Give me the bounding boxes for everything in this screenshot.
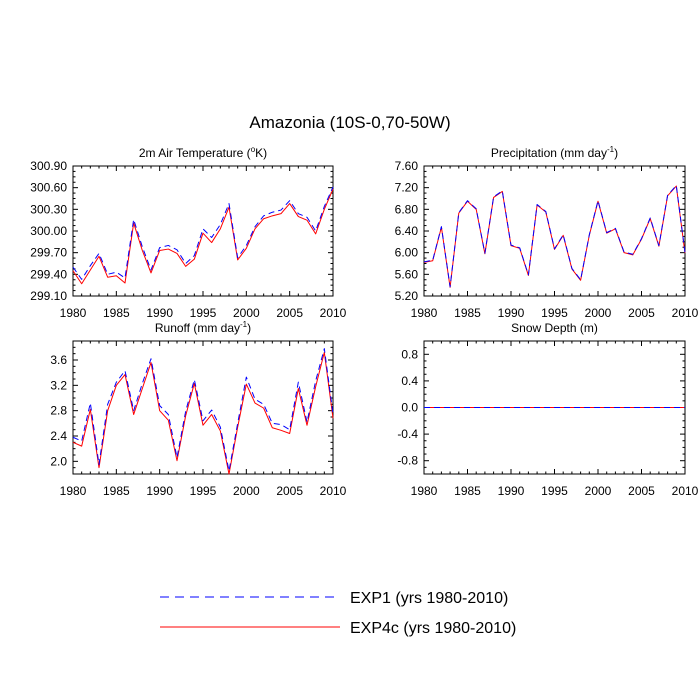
- precipitation-frame: [423, 165, 686, 297]
- air-temperature-series-exp1: [72, 186, 334, 280]
- precipitation-ytick-label: 6.00: [395, 246, 419, 260]
- precipitation-ytick-label: 5.60: [395, 267, 419, 281]
- snow-depth-ytick-label: 0.0: [401, 401, 418, 415]
- precipitation-series-exp4c: [423, 185, 686, 288]
- precipitation-xtick-label: 2000: [585, 306, 612, 320]
- air-temperature-xtick-label: 2000: [233, 306, 260, 320]
- precipitation-ytick-label: 6.40: [395, 224, 419, 238]
- air-temperature-ytick-label: 299.70: [30, 246, 67, 260]
- air-temperature-xtick-label: 1985: [103, 306, 130, 320]
- runoff-title-end: ): [247, 321, 251, 335]
- snow-depth-xtick-label: 1995: [541, 484, 568, 498]
- precipitation-xtick-label: 1990: [498, 306, 525, 320]
- runoff-title-sup: -1: [240, 320, 248, 329]
- snow-depth-title: Snow Depth (m): [511, 321, 598, 335]
- panel-precipitation: Precipitation (mm day-1) 1980 1985 1990 1995…: [395, 145, 699, 320]
- precipitation-title: Precipitation (mm day-1): [491, 145, 618, 160]
- air-temperature-ytick-label: 299.40: [30, 267, 67, 281]
- panel-air-temperature: 2m Air Temperature (oK) 1980 1985 1990 1995 2…: [30, 145, 346, 320]
- precipitation-xtick-label: 2005: [628, 306, 655, 320]
- runoff-xtick-label: 1980: [60, 484, 87, 498]
- air-temperature-xtick-label: 1980: [60, 306, 87, 320]
- runoff-ytick-label: 3.2: [50, 378, 67, 392]
- air-temperature-ytick-label: 300.30: [30, 202, 67, 216]
- runoff-title: Runoff (mm day-1): [155, 320, 251, 335]
- snow-depth-xtick-label: 2010: [672, 484, 699, 498]
- runoff-ytick-label: 3.6: [50, 353, 67, 367]
- snow-depth-xtick-label: 2000: [585, 484, 612, 498]
- snow-depth-ytick-label: 0.4: [401, 374, 418, 388]
- runoff-ytick-label: 2.8: [50, 404, 67, 418]
- precipitation-title-main: Precipitation (mm day: [491, 146, 607, 160]
- runoff-xtick-label: 2000: [233, 484, 260, 498]
- air-temperature-xtick-label: 1990: [146, 306, 173, 320]
- runoff-title-main: Runoff (mm day: [155, 321, 240, 335]
- air-temperature-ytick-label: 300.00: [30, 224, 67, 238]
- precipitation-title-end: ): [614, 146, 618, 160]
- runoff-frame: [72, 340, 334, 475]
- air-temperature-title-main: 2m Air Temperature (: [139, 146, 251, 160]
- precipitation-ytick-label: 7.60: [395, 159, 419, 173]
- snow-depth-ytick-label: -0.4: [397, 427, 418, 441]
- runoff-series-exp1: [72, 348, 334, 472]
- air-temperature-xtick-label: 2010: [320, 306, 347, 320]
- figure-title: Amazonia (10S-0,70-50W): [249, 113, 450, 132]
- runoff-xtick-label: 2010: [320, 484, 347, 498]
- air-temperature-series-exp4c: [72, 188, 334, 285]
- runoff-xtick-label: 1985: [103, 484, 130, 498]
- precipitation-series-exp1: [423, 185, 686, 288]
- snow-depth-title-main: Snow Depth (m): [511, 321, 598, 335]
- air-temperature-ytick-label: 299.10: [30, 289, 67, 303]
- panel-runoff: Runoff (mm day-1) 1980 1985 1990 1995 2000 200…: [50, 320, 346, 498]
- precipitation-title-sup: -1: [607, 145, 615, 154]
- legend: EXP1 (yrs 1980-2010) EXP4c (yrs 1980-201…: [160, 590, 516, 637]
- air-temperature-xtick-label: 1995: [190, 306, 217, 320]
- air-temperature-title-sup: o: [251, 145, 256, 154]
- air-temperature-ytick-label: 300.90: [30, 159, 67, 173]
- snow-depth-xtick-label: 1990: [498, 484, 525, 498]
- precipitation-xtick-label: 1980: [411, 306, 438, 320]
- runoff-ytick-label: 2.0: [50, 454, 67, 468]
- precipitation-ytick-label: 5.20: [395, 289, 419, 303]
- precipitation-xtick-label: 1985: [454, 306, 481, 320]
- runoff-xtick-label: 1995: [190, 484, 217, 498]
- panel-snow-depth: Snow Depth (m) 1980 1985 1990 1995 2000 2005 20…: [397, 321, 698, 498]
- precipitation-xtick-label: 2010: [672, 306, 699, 320]
- precipitation-ytick-label: 6.80: [395, 202, 419, 216]
- runoff-xtick-label: 1990: [146, 484, 173, 498]
- air-temperature-title: 2m Air Temperature (oK): [139, 145, 267, 160]
- snow-depth-xtick-label: 2005: [628, 484, 655, 498]
- precipitation-xtick-label: 1995: [541, 306, 568, 320]
- snow-depth-xtick-label: 1980: [411, 484, 438, 498]
- air-temperature-ytick-label: 300.60: [30, 181, 67, 195]
- air-temperature-title-end: K): [255, 146, 267, 160]
- snow-depth-xtick-label: 1985: [454, 484, 481, 498]
- snow-depth-ytick-label: 0.8: [401, 347, 418, 361]
- air-temperature-xtick-label: 2005: [276, 306, 303, 320]
- runoff-ytick-label: 2.4: [50, 429, 67, 443]
- legend-label-exp4c: EXP4c (yrs 1980-2010): [350, 620, 516, 637]
- runoff-series-exp4c: [72, 351, 334, 475]
- precipitation-ytick-label: 7.20: [395, 181, 419, 195]
- legend-label-exp1: EXP1 (yrs 1980-2010): [350, 590, 508, 607]
- runoff-xtick-label: 2005: [276, 484, 303, 498]
- snow-depth-ytick-label: -0.8: [397, 454, 418, 468]
